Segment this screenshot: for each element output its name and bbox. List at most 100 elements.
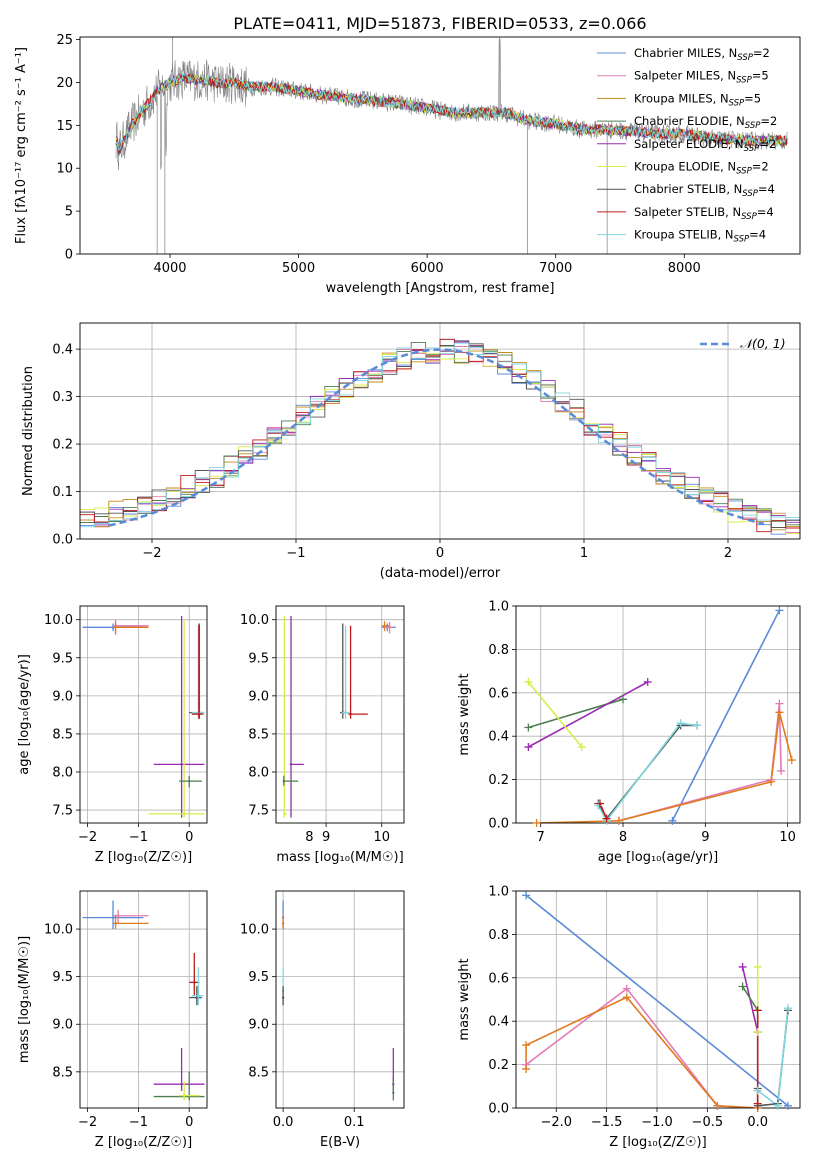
series-marker xyxy=(753,1006,762,1015)
weight-vs-Z-ytick-label: 0.0 xyxy=(488,1102,509,1117)
age-vs-Z-ytick-label: 9.5 xyxy=(52,651,73,666)
legend-label-sub: SSP xyxy=(736,76,752,86)
residuals-ytick-label: 0.0 xyxy=(52,533,73,548)
legend-label-name: Kroupa MILES, N xyxy=(634,91,729,105)
legend-label-sub: SSP xyxy=(744,144,760,154)
legend-label-name: Kroupa STELIB, N xyxy=(634,228,734,242)
mass-vs-EBV-ticks: 0.0 0.1 8.5 9.0 9.5 10.0 xyxy=(240,923,365,1130)
series-marker xyxy=(524,677,533,686)
errorbar-point xyxy=(111,916,115,919)
series-marker xyxy=(783,1101,792,1110)
mass-vs-EBV-xtick-label: 0.0 xyxy=(273,1115,294,1130)
series-marker xyxy=(693,721,702,730)
legend-label: Chabrier STELIB, NSSP=4 xyxy=(634,182,775,199)
errorbar-point xyxy=(282,779,285,783)
legend-label: Salpeter STELIB, NSSP=4 xyxy=(634,205,774,222)
series-marker xyxy=(577,743,586,752)
series-line xyxy=(597,722,698,823)
spectrum-ytick-label: 10 xyxy=(56,162,73,177)
age-vs-Z-xtick-label: 0 xyxy=(185,830,193,845)
age-vs-Z-frame xyxy=(79,605,208,824)
series-line xyxy=(671,609,781,822)
age-vs-mass-xtick-label: 9 xyxy=(322,830,330,845)
mass-vs-EBV-panel: 0.0 0.1 8.5 9.0 9.5 10.0 E(B-V) xyxy=(240,890,405,1150)
legend-label-suffix: =5 xyxy=(752,69,769,83)
series-marker xyxy=(753,962,762,971)
age-vs-Z-ytick-label: 8.0 xyxy=(52,765,73,780)
mass-vs-Z-xtick-label: −2 xyxy=(78,1115,97,1130)
series-line xyxy=(527,681,583,748)
age-vs-Z-xtick-label: −2 xyxy=(78,830,97,845)
gaussian-legend-label: 𝒩(0, 1) xyxy=(740,336,786,351)
legend-label: Salpeter MILES, NSSP=5 xyxy=(634,69,769,86)
weight-vs-age-xtick-label: 7 xyxy=(537,830,545,845)
legend-label: Kroupa ELODIE, NSSP=2 xyxy=(634,160,769,177)
age-vs-mass-panel: 9 10 8 7.5 8.0 8.5 9.0 9.5 10.0 mass [log₁₀(M/M☉)… xyxy=(240,605,405,865)
spectrum-xtick-label: 4000 xyxy=(153,261,186,276)
weight-vs-age-frame xyxy=(515,605,801,824)
weight-vs-age-ylabel: mass weight xyxy=(457,673,472,755)
weight-vs-Z-plot-area xyxy=(525,894,789,1108)
errorbar-point xyxy=(197,712,201,716)
spectrum-ticks: 4000 5000 6000 7000 8000 0 5 10 15 20 25 xyxy=(56,33,700,276)
series-line xyxy=(525,987,758,1108)
errorbar-point xyxy=(383,624,386,627)
mass-vs-Z-ticks: −2 −1 0 8.5 9.0 9.5 10.0 xyxy=(44,923,193,1130)
weight-vs-Z-ylabel: mass weight xyxy=(457,958,472,1040)
series-marker xyxy=(532,819,541,827)
series-marker xyxy=(522,891,531,900)
weight-vs-Z-xtick-label: −1.5 xyxy=(591,1115,623,1130)
mass-vs-Z-ylabel: mass [log₁₀(M/M☉)] xyxy=(17,936,32,1063)
spectrum-ytick-label: 20 xyxy=(56,76,73,91)
mass-vs-EBV-ytick-label: 9.0 xyxy=(248,1018,269,1033)
errorbar-point xyxy=(195,996,199,999)
age-vs-mass-frame xyxy=(275,605,405,824)
age-vs-Z-grid xyxy=(80,606,207,823)
legend-label-sub: SSP xyxy=(734,235,750,245)
legend-label-sub: SSP xyxy=(741,212,757,222)
weight-vs-Z-ytick-label: 0.6 xyxy=(488,971,509,986)
age-vs-mass-xtick-label: 8 xyxy=(305,830,313,845)
errorbar-point xyxy=(197,994,200,997)
age-vs-mass-xlabel: mass [log₁₀(M/M☉)] xyxy=(276,850,403,865)
residuals-ylabel: Normed distribution xyxy=(21,366,36,496)
residuals-panel: −2 −1 0 1 2 0.0 0.1 0.2 0.3 0.4 (data-model)/error… xyxy=(21,322,801,581)
series-line xyxy=(741,986,759,1011)
residuals-plot-area xyxy=(80,338,800,535)
residuals-ytick-label: 0.1 xyxy=(52,485,73,500)
errorbar-point xyxy=(188,779,191,783)
series-marker xyxy=(713,1101,722,1110)
legend-label-sub: SSP xyxy=(742,189,758,199)
mass-vs-Z-xtick-label: 0 xyxy=(185,1115,193,1130)
series-marker xyxy=(614,816,623,825)
errorbar-point xyxy=(114,922,117,925)
series-marker xyxy=(753,1028,762,1037)
age-vs-mass-ytick-label: 10.0 xyxy=(240,613,269,628)
mass-vs-EBV-plot-area xyxy=(281,900,395,1101)
weight-vs-age-grid xyxy=(516,605,800,824)
spectrum-plot-area xyxy=(115,37,788,254)
weight-vs-age-ytick-label: 0.8 xyxy=(488,643,509,658)
spectrum-model-line xyxy=(115,71,788,151)
mass-vs-Z-xtick-label: −1 xyxy=(129,1115,148,1130)
errorbar-point xyxy=(281,996,285,999)
series-line xyxy=(756,1008,789,1108)
mass-vs-Z-panel: −2 −1 0 8.5 9.0 9.5 10.0 Z [log₁₀(Z/Z☉)] mass [l… xyxy=(17,890,208,1150)
age-vs-mass-ticks: 9 10 8 7.5 8.0 8.5 9.0 9.5 10.0 xyxy=(240,613,390,845)
series-marker xyxy=(787,756,796,765)
spectrum-xlabel: wavelength [Angstrom, rest frame] xyxy=(326,281,555,296)
spectrum-ylabel: Flux [fλ10⁻¹⁷ erg cm⁻² s⁻¹ A⁻¹] xyxy=(14,47,29,244)
weight-vs-age-ytick-label: 0.2 xyxy=(488,773,509,788)
spectrum-panel: 4000 5000 6000 7000 8000 0 5 10 15 20 25 wavelength… xyxy=(14,33,801,296)
age-vs-mass-grid xyxy=(276,606,404,823)
mass-vs-Z-ytick-label: 8.5 xyxy=(52,1065,73,1080)
spectrum-xtick-label: 6000 xyxy=(411,261,444,276)
series-line xyxy=(618,703,782,822)
legend-label-suffix: =4 xyxy=(758,182,775,196)
series-marker xyxy=(595,799,604,808)
age-vs-Z-plot-area xyxy=(82,615,205,818)
legend-label-sub: SSP xyxy=(736,167,752,177)
age-vs-Z-ylabel: age [log₁₀(age/yr)] xyxy=(17,654,32,775)
